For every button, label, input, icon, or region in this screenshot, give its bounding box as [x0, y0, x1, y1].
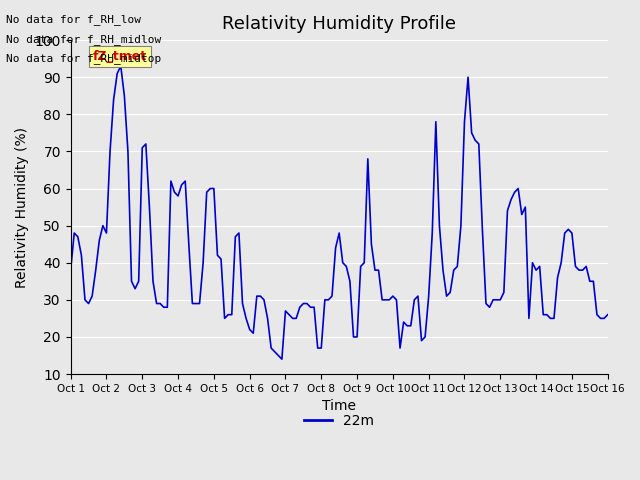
Text: fZ_tmet: fZ_tmet	[93, 50, 147, 63]
Text: No data for f_RH_low: No data for f_RH_low	[6, 14, 141, 25]
Title: Relativity Humidity Profile: Relativity Humidity Profile	[222, 15, 456, 33]
X-axis label: Time: Time	[322, 399, 356, 413]
Y-axis label: Relativity Humidity (%): Relativity Humidity (%)	[15, 127, 29, 288]
Legend: 22m: 22m	[299, 409, 380, 434]
Text: No data for f_RH_midtop: No data for f_RH_midtop	[6, 53, 162, 64]
Text: No data for f_RH_midlow: No data for f_RH_midlow	[6, 34, 162, 45]
